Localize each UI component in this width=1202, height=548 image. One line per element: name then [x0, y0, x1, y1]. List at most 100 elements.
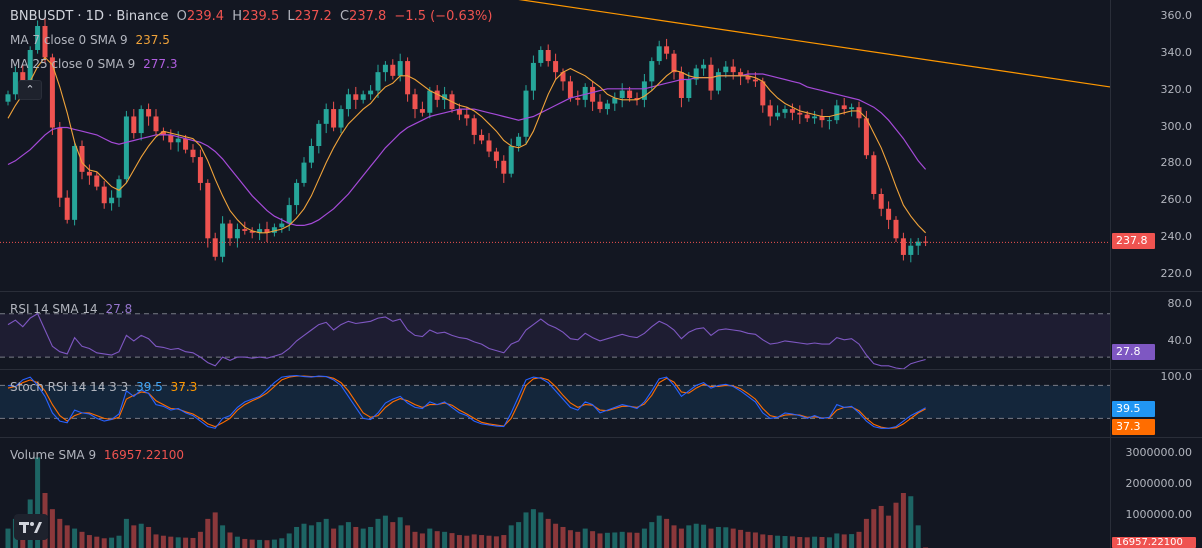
candle-body [397, 61, 403, 76]
volume-bar [738, 529, 744, 548]
low-value: 237.2 [294, 9, 332, 24]
stoch-k-line [7, 374, 926, 429]
candle-body [878, 194, 884, 209]
volume-bar [294, 526, 300, 548]
ma25-label: MA 25 close 0 SMA 9 [10, 57, 136, 71]
candle-body [834, 105, 840, 121]
candle-body [849, 107, 855, 110]
volume-bar [345, 522, 351, 548]
price-tick: 300.0 [1160, 120, 1193, 133]
volume-bar [789, 536, 795, 548]
volume-bar [249, 539, 255, 548]
candle-body [752, 79, 758, 82]
candle-body [553, 61, 559, 73]
candle-body [116, 179, 122, 198]
volume-bar [338, 525, 344, 548]
volume-bar [279, 538, 285, 548]
ohlc-high: H239.5 [232, 9, 279, 24]
candle-body [79, 146, 85, 172]
volume-bar [664, 518, 670, 548]
candle-body [279, 223, 285, 228]
ma25-legend[interactable]: MA 25 close 0 SMA 9 277.3 [10, 57, 181, 71]
price-tick: 360.0 [1160, 9, 1193, 22]
candle-body [715, 72, 721, 91]
volume-bar [486, 535, 492, 548]
pane-divider-volume[interactable] [0, 437, 1202, 438]
volume-bar [856, 531, 862, 548]
candle-body [923, 241, 929, 243]
candle-body [915, 241, 921, 246]
price-tick: 340.0 [1160, 46, 1193, 59]
volume-bar [723, 527, 729, 548]
volume-legend[interactable]: Volume SMA 9 16957.22100 [10, 448, 188, 462]
volume-bar [368, 526, 374, 548]
rsi-tick: 40.0 [1167, 334, 1193, 347]
volume-bar [641, 528, 647, 548]
symbol-title[interactable]: BNBUSDT · 1D · Binance [10, 9, 169, 24]
header-legend: BNBUSDT · 1D · Binance O239.4 H239.5 L23… [10, 9, 496, 24]
volume-bar [752, 532, 758, 548]
candle-body [353, 94, 359, 100]
volume-bar [146, 526, 152, 548]
candle-body [826, 120, 832, 122]
candle-body [382, 64, 388, 73]
candle-body [560, 72, 566, 82]
volume-bar [390, 522, 396, 548]
volume-bar [471, 534, 477, 548]
candle-body [493, 151, 499, 161]
candle-body [486, 140, 492, 152]
volume-bar [57, 518, 63, 548]
pane-divider-rsi[interactable] [0, 291, 1202, 292]
pane-divider-stoch[interactable] [0, 369, 1202, 370]
rsi-legend[interactable]: RSI 14 SMA 14 27.8 [10, 302, 136, 316]
volume-bar [197, 531, 203, 548]
ma25-value: 277.3 [143, 57, 178, 71]
candle-body [678, 72, 684, 98]
volume-bar [826, 537, 832, 548]
candle-body [819, 116, 825, 121]
candle-body [767, 105, 773, 117]
volume-bar [264, 540, 270, 548]
volume-bar [567, 530, 573, 548]
volume-bar [560, 526, 566, 548]
volume-bar [138, 523, 144, 548]
volume-bar [434, 531, 440, 548]
stoch-d-line [7, 375, 926, 429]
candle-body [123, 116, 129, 180]
volume-bar [242, 538, 248, 548]
tradingview-logo-icon [19, 522, 42, 533]
candle-body [641, 81, 647, 100]
volume-bar [72, 528, 78, 548]
candle-body [508, 146, 514, 174]
candle-body [35, 26, 41, 50]
volume-bar [538, 512, 544, 548]
candle-body [390, 64, 396, 76]
volume-bar [893, 502, 899, 548]
legend-collapse-button[interactable]: ⌃ [18, 80, 42, 100]
volume-bar [508, 525, 514, 548]
open-label: O [176, 9, 187, 24]
volume-bar [900, 493, 906, 548]
volume-bar [501, 535, 507, 548]
ma7-legend[interactable]: MA 7 close 0 SMA 9 237.5 [10, 33, 174, 47]
rsi-line [7, 312, 926, 370]
volume-label: Volume SMA 9 [10, 448, 97, 462]
candle-body [627, 90, 633, 98]
candle-body [94, 175, 100, 187]
candle-body [775, 112, 781, 117]
stoch-label: Stoch RSI 14 14 3 3 [10, 380, 129, 394]
candle-body [271, 227, 277, 233]
candle-body [368, 90, 374, 95]
ohlc-low: L237.2 [287, 9, 331, 24]
volume-bar [79, 531, 85, 548]
tradingview-logo[interactable] [14, 514, 48, 540]
candle-body [190, 149, 196, 158]
volume-bar [553, 523, 559, 548]
stoch-legend[interactable]: Stoch RSI 14 14 3 3 39.5 37.3 [10, 380, 201, 394]
volume-bar [886, 515, 892, 548]
candle-body [109, 197, 115, 204]
candle-body [331, 109, 337, 128]
candle-body [419, 109, 425, 113]
volume-bar [915, 525, 921, 548]
